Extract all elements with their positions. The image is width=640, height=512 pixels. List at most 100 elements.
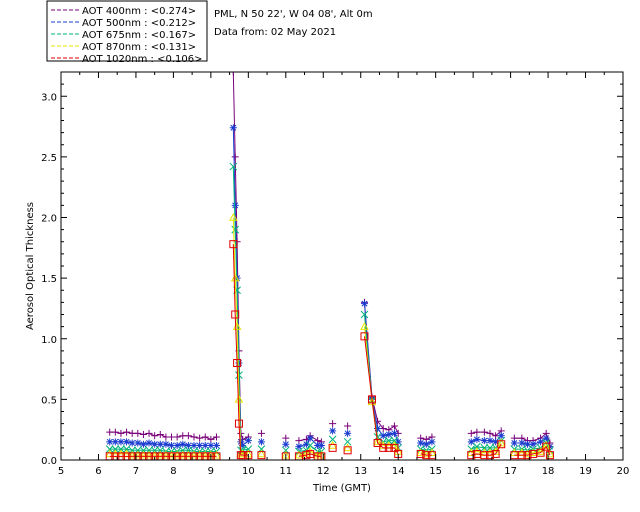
series-0-line — [109, 72, 551, 444]
series-1-point — [417, 439, 425, 447]
series-0-point — [344, 422, 352, 430]
series-1-point — [306, 434, 314, 442]
date-info: Data from: 02 May 2021 — [214, 27, 336, 38]
series-3-point — [343, 443, 352, 452]
series-1-point — [523, 440, 531, 448]
series-4-point — [517, 451, 526, 460]
series-1-point — [156, 440, 164, 448]
series-layer — [105, 72, 555, 460]
series-1-point — [360, 300, 368, 308]
series-4-point — [491, 449, 500, 458]
series-1-point — [106, 438, 114, 446]
series-1-point — [379, 432, 387, 440]
plot-frame — [60, 71, 624, 461]
series-1-point — [467, 438, 475, 446]
series-1-point — [190, 441, 198, 449]
series-1-point — [151, 440, 159, 448]
series-1 — [106, 124, 554, 451]
series-1-point — [537, 438, 545, 446]
series-0 — [106, 72, 554, 447]
series-1-point — [542, 434, 550, 442]
series-4-point — [328, 443, 337, 452]
series-1-point — [374, 424, 382, 432]
series-2-point — [117, 445, 125, 453]
series-1-point — [422, 440, 430, 448]
series-1-point — [394, 438, 402, 446]
series-1-point — [486, 437, 494, 445]
series-0-point — [231, 153, 239, 161]
site-info: PML, N 50 22', W 04 08', Alt 0m — [214, 9, 373, 20]
series-0-point — [111, 428, 119, 436]
series-1-point — [344, 429, 352, 437]
series-0-point — [295, 437, 303, 445]
series-1-point — [244, 437, 252, 445]
series-3-point — [257, 449, 266, 458]
series-4-point — [234, 419, 243, 428]
series-0-point — [229, 72, 237, 76]
series-1-point — [518, 439, 526, 447]
series-1-point — [257, 438, 265, 446]
series-2-point — [235, 371, 243, 379]
series-4-point — [379, 443, 388, 452]
series-1-point — [196, 441, 204, 449]
legend-entry: AOT 1020nm : <0.106> — [82, 54, 202, 65]
x-tick-label: 11 — [279, 466, 292, 477]
series-1-point — [282, 440, 290, 448]
x-tick-label: 14 — [392, 466, 405, 477]
series-1-point — [111, 438, 119, 446]
series-4-point — [480, 451, 489, 460]
series-0-point — [190, 433, 198, 441]
x-axis-label: Time (GMT) — [312, 483, 371, 494]
legend-entry: AOT 400nm : <0.274> — [82, 6, 196, 17]
series-2-point — [306, 441, 315, 450]
series-1-point — [179, 440, 187, 448]
series-1-point — [529, 440, 537, 448]
series-0-point — [207, 435, 215, 443]
series-0-point — [145, 429, 153, 437]
series-2-point — [229, 162, 238, 171]
series-4-point — [343, 446, 352, 455]
series-0-point — [123, 428, 131, 436]
series-3-point — [328, 440, 337, 449]
series-4-point — [367, 395, 376, 404]
y-tick-label: 1.0 — [41, 335, 57, 346]
legend-entry: AOT 675nm : <0.167> — [82, 30, 196, 41]
series-1-point — [510, 439, 518, 447]
series-1-point — [239, 441, 247, 449]
series-2-point — [480, 444, 489, 452]
y-tick-label: 3.0 — [41, 92, 57, 103]
series-1-point — [295, 443, 303, 451]
series-1-point — [480, 437, 488, 445]
series-1-line — [109, 127, 551, 448]
series-4-point — [416, 449, 425, 458]
series-0-point — [329, 420, 337, 428]
y-tick-label: 1.5 — [41, 274, 57, 285]
x-tick-label: 13 — [354, 466, 367, 477]
series-4-point — [542, 442, 551, 451]
series-3-line — [109, 217, 551, 456]
series-0-point — [282, 434, 290, 442]
series-1-point — [302, 440, 310, 448]
series-0-point — [473, 428, 481, 436]
series-3-point — [496, 438, 506, 447]
x-tick-label: 10 — [242, 466, 255, 477]
series-4-point — [231, 310, 240, 319]
y-tick-label: 2.0 — [41, 214, 57, 225]
series-0-point — [196, 434, 204, 442]
x-tick-label: 8 — [170, 466, 176, 477]
series-0-point — [390, 422, 398, 430]
series-4-point — [384, 443, 393, 452]
series-3-point — [230, 273, 240, 282]
series-3-point — [234, 394, 244, 403]
y-tick-label: 0.5 — [41, 395, 57, 406]
series-4-point — [360, 332, 369, 341]
series-3-point — [545, 449, 555, 458]
legend-entry: AOT 500nm : <0.212> — [82, 18, 196, 29]
series-0-point — [467, 429, 475, 437]
series-1-point — [473, 435, 481, 443]
series-0-point — [156, 431, 164, 439]
series-0-point — [480, 428, 488, 436]
series-3-point — [360, 322, 369, 330]
series-1-point — [314, 441, 322, 449]
x-tick-label: 5 — [58, 466, 64, 477]
